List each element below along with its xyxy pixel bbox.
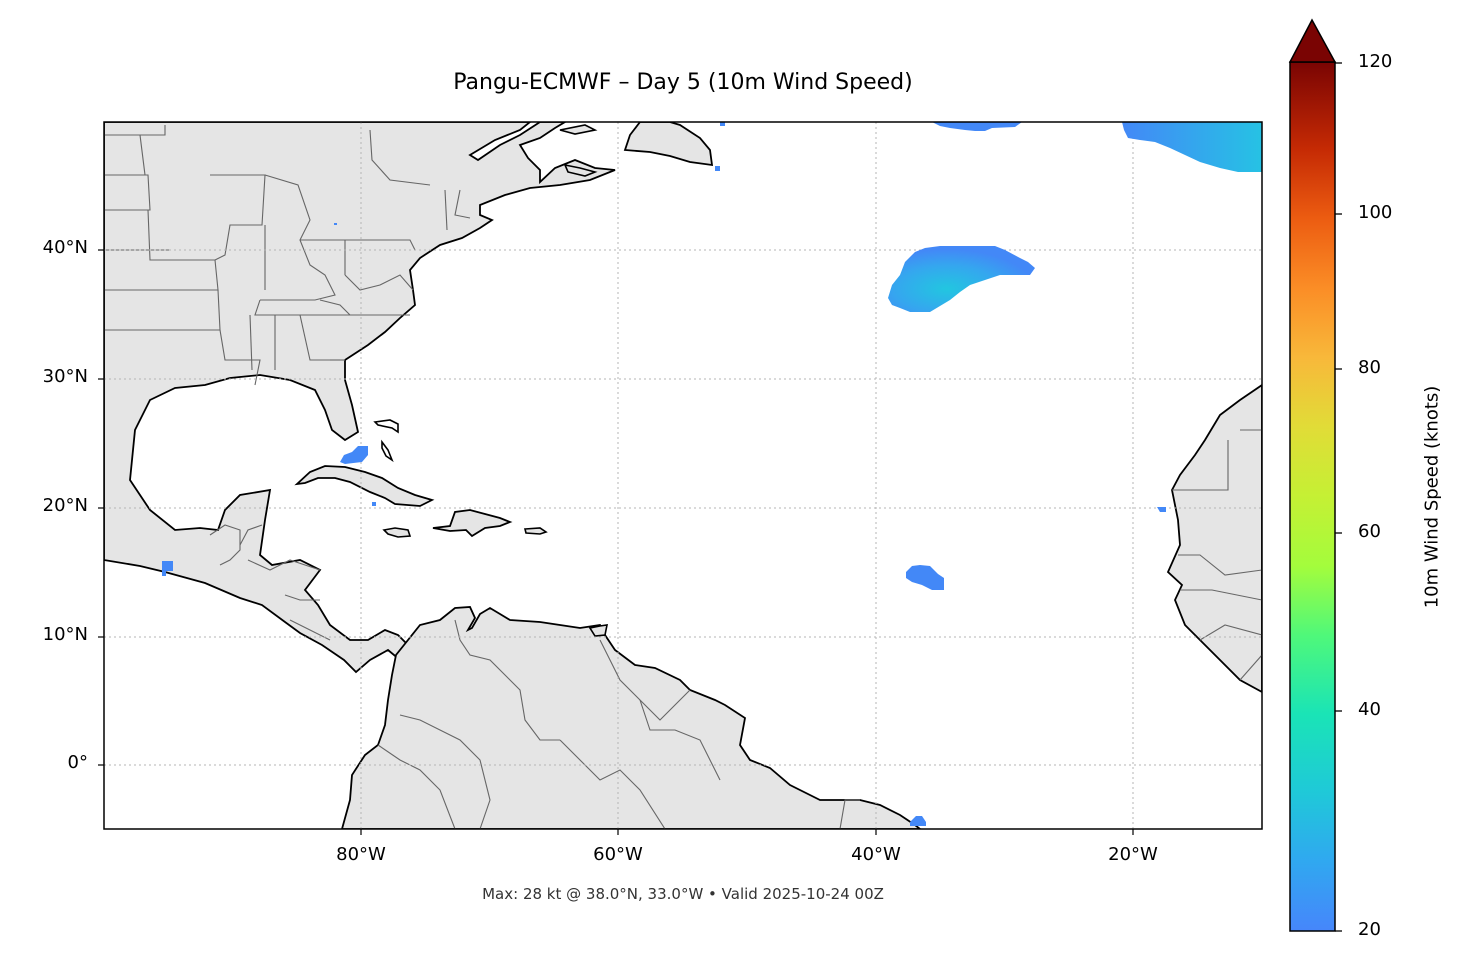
axis-ticks bbox=[98, 249, 1134, 835]
colorbar-tick-20: 20 bbox=[1358, 919, 1381, 940]
pei-land bbox=[563, 163, 598, 177]
y-tick-30n: 30°N bbox=[42, 366, 88, 387]
state-borders bbox=[104, 125, 1262, 829]
south-america-land bbox=[341, 606, 922, 829]
x-tick-20w: 20°W bbox=[1108, 844, 1158, 865]
y-tick-40n: 40°N bbox=[42, 237, 88, 258]
bahamas-island bbox=[381, 439, 394, 463]
x-tick-80w: 80°W bbox=[336, 844, 386, 865]
y-tick-10n: 10°N bbox=[42, 624, 88, 645]
x-tick-60w: 60°W bbox=[593, 844, 643, 865]
wind-blob-tropical-atlantic bbox=[906, 565, 944, 590]
colorbar-tick-40: 40 bbox=[1358, 699, 1381, 720]
colorbar-gradient bbox=[1289, 61, 1336, 932]
puerto-rico-land bbox=[523, 527, 548, 535]
wind-blob-brazil-coast bbox=[910, 816, 926, 826]
hispaniola-land bbox=[432, 509, 513, 538]
bahamas-andros bbox=[373, 419, 399, 434]
africa-land bbox=[1166, 383, 1262, 694]
colorbar-tick-60: 60 bbox=[1358, 521, 1381, 542]
jamaica-land bbox=[382, 527, 412, 538]
colorbar bbox=[1288, 18, 1342, 932]
x-tick-40w: 40°W bbox=[851, 844, 901, 865]
anticosti-land bbox=[559, 124, 598, 135]
wind-blob-tehuantepec bbox=[162, 561, 173, 576]
colorbar-extend-arrow bbox=[1288, 18, 1337, 63]
map-frame bbox=[103, 121, 1263, 830]
chart-title: Pangu-ECMWF – Day 5 (10m Wind Speed) bbox=[453, 70, 913, 95]
wind-blob-great-lakes bbox=[334, 223, 337, 225]
wind-blob-northeast-atlantic bbox=[1122, 122, 1262, 172]
newfoundland-land bbox=[623, 122, 714, 167]
y-tick-20n: 20°N bbox=[42, 495, 88, 516]
wind-blob-newfoundland-1 bbox=[715, 166, 720, 171]
cuba-land bbox=[294, 465, 435, 507]
wind-blob-cabo-verde bbox=[1157, 507, 1166, 512]
wind-blob-newfoundland-2 bbox=[720, 122, 725, 126]
colorbar-label: 10m Wind Speed (knots) bbox=[1421, 385, 1443, 609]
graticule bbox=[104, 122, 1262, 829]
colorbar-tick-80: 80 bbox=[1358, 357, 1381, 378]
colorbar-tick-100: 100 bbox=[1358, 202, 1393, 223]
wind-blob-central-atlantic bbox=[888, 246, 1035, 312]
north-america-land bbox=[104, 122, 616, 674]
trinidad-land bbox=[588, 624, 609, 637]
wind-blob-cuba-small bbox=[372, 502, 376, 506]
max-wind-footer: Max: 28 kt @ 38.0°N, 33.0°W • Valid 2025… bbox=[482, 885, 884, 903]
colorbar-tick-120: 120 bbox=[1358, 51, 1393, 72]
y-tick-0: 0° bbox=[67, 752, 88, 773]
wind-speed-fill bbox=[162, 122, 1262, 826]
wind-blob-bahamas bbox=[340, 446, 368, 464]
wind-blob-north-atlantic bbox=[932, 122, 1022, 131]
